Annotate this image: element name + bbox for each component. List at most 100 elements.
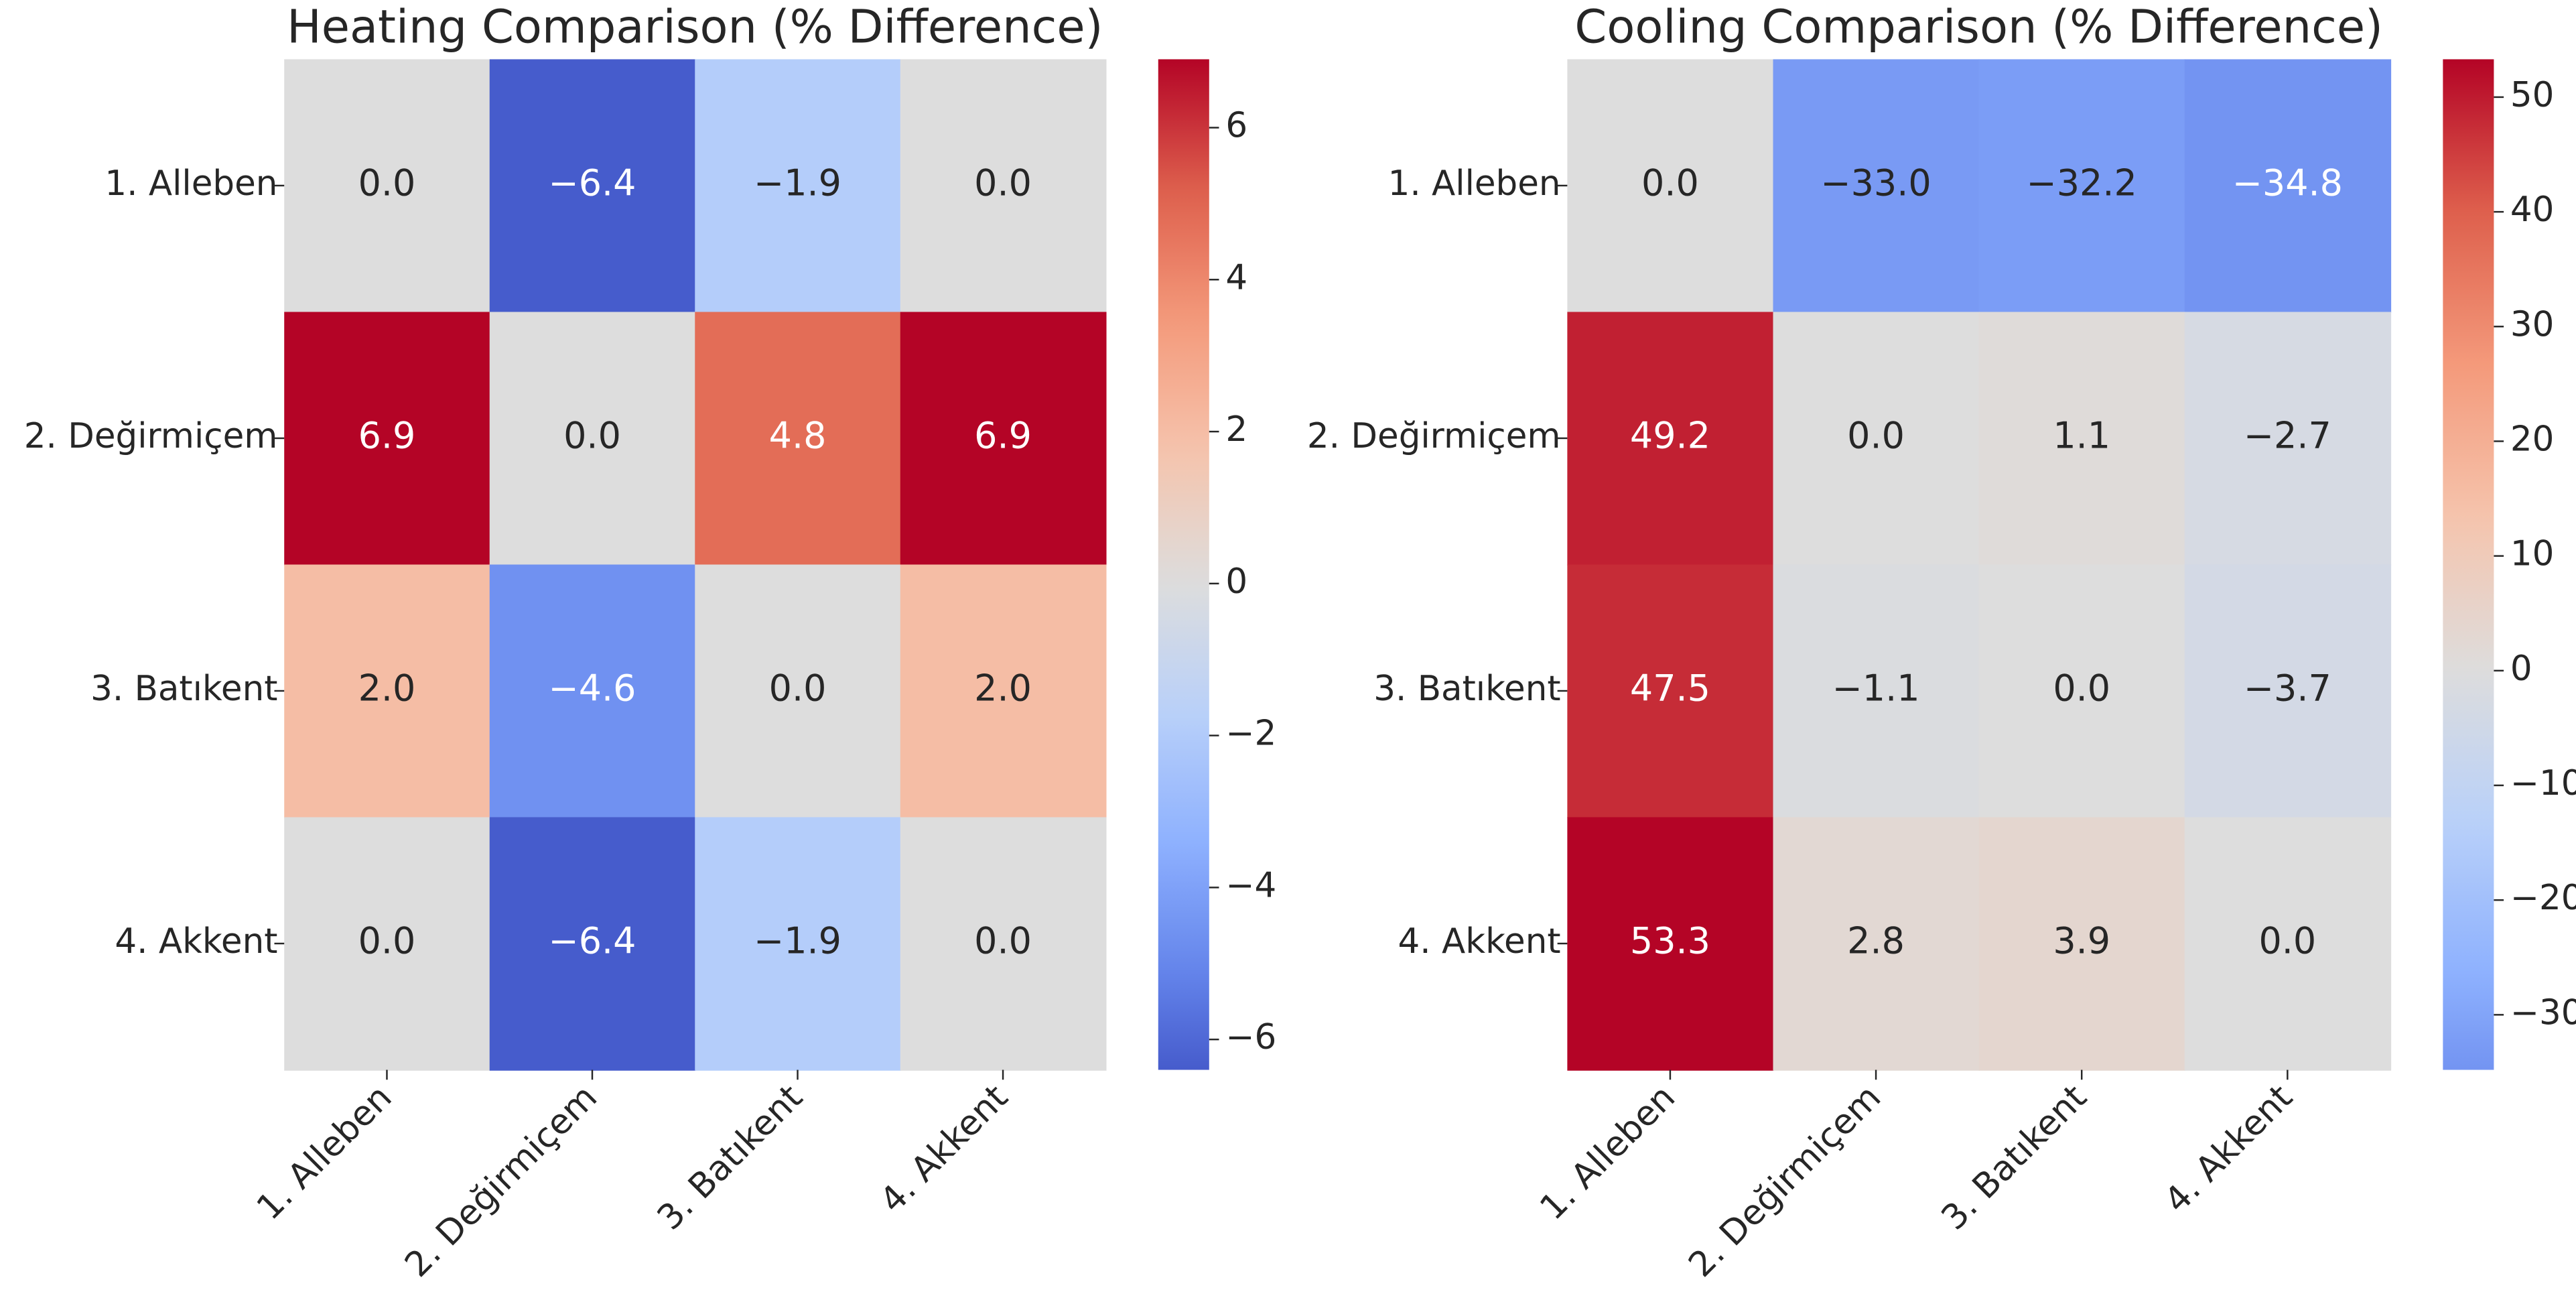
- cell-value-label: −6.4: [549, 920, 636, 962]
- heatmap-cell: [489, 59, 696, 313]
- cell-value-label: 49.2: [1630, 415, 1710, 457]
- cell-value-label: 0.0: [2053, 667, 2110, 710]
- heatmap-cell: [2184, 564, 2392, 818]
- colorbar-tick-label: 50: [2510, 75, 2555, 115]
- heatmap-cell: [284, 59, 490, 313]
- cell-value-label: −34.8: [2232, 162, 2343, 204]
- heatmap-cell: [1773, 817, 1980, 1071]
- x-tick-label: 3. Batıkent: [650, 1078, 811, 1238]
- colorbar-tick-label: 2: [1225, 409, 1247, 450]
- cell-value-label: −1.9: [754, 162, 841, 204]
- x-tick-label: 2. Değirmiçem: [1681, 1078, 1889, 1285]
- heatmap-cell: [900, 817, 1107, 1071]
- cell-value-label: 2.0: [974, 667, 1032, 710]
- y-tick-label: 2. Değirmiçem: [24, 416, 278, 456]
- colorbar-tick-label: 20: [2510, 419, 2555, 459]
- heatmap-cell: [695, 817, 902, 1071]
- x-tick-label: 4. Akkent: [872, 1078, 1016, 1221]
- cell-value-label: 0.0: [358, 920, 416, 962]
- cell-value-label: −1.1: [1832, 667, 1920, 710]
- cell-value-label: 0.0: [358, 162, 416, 204]
- heatmap-cell: [2184, 817, 2392, 1071]
- colorbar-tick-label: 6: [1225, 105, 1247, 145]
- cell-value-label: 0.0: [2258, 920, 2316, 962]
- cell-value-label: −33.0: [1820, 162, 1931, 204]
- heatmap-cell: [1567, 312, 1774, 566]
- x-tick-label: 3. Batıkent: [1934, 1078, 2094, 1238]
- y-tick-label: 3. Batıkent: [90, 669, 277, 709]
- cell-value-label: 0.0: [1847, 415, 1905, 457]
- heatmap-cell: [900, 59, 1107, 313]
- heatmap-cell: [1773, 564, 1980, 818]
- cell-value-label: 6.9: [974, 415, 1032, 457]
- chart-title: Cooling Comparison (% Difference): [1574, 0, 2382, 54]
- heatmap-cell: [489, 817, 696, 1071]
- colorbar-tick-label: 10: [2510, 534, 2555, 574]
- colorbar: [2443, 59, 2494, 1070]
- cell-value-label: 6.9: [358, 415, 416, 457]
- heatmap-cell: [2184, 312, 2392, 566]
- cell-value-label: 4.8: [769, 415, 827, 457]
- heatmap-cell: [1773, 312, 1980, 566]
- heatmap-cell: [900, 564, 1107, 818]
- cell-value-label: −32.2: [2027, 162, 2137, 204]
- colorbar-tick-label: 30: [2510, 304, 2555, 344]
- heatmap-cell: [489, 564, 696, 818]
- heatmap-cell: [1978, 312, 2185, 566]
- colorbar-tick-label: −2: [1225, 714, 1276, 754]
- colorbar: [1158, 59, 1209, 1070]
- x-tick-label: 1. Alleben: [249, 1078, 400, 1228]
- chart-title: Heating Comparison (% Difference): [287, 0, 1103, 54]
- y-tick-label: 1. Alleben: [105, 164, 277, 204]
- heatmap-cell: [284, 564, 490, 818]
- colorbar-tick-label: 40: [2510, 190, 2555, 230]
- heatmap-cell: [1978, 817, 2185, 1071]
- cell-value-label: 47.5: [1630, 667, 1710, 710]
- y-tick-label: 1. Alleben: [1388, 164, 1561, 204]
- x-tick-label: 4. Akkent: [2157, 1078, 2300, 1221]
- cell-value-label: 0.0: [974, 920, 1032, 962]
- colorbar-tick-label: −4: [1225, 865, 1276, 905]
- x-tick-label: 1. Alleben: [1532, 1078, 1683, 1228]
- cell-value-label: −4.6: [549, 667, 636, 710]
- cell-value-label: 2.8: [1847, 920, 1905, 962]
- cell-value-label: 1.1: [2053, 415, 2110, 457]
- colorbar-tick-label: −6: [1225, 1017, 1276, 1057]
- heatmap-cell: [695, 312, 902, 566]
- y-tick-label: 2. Değirmiçem: [1307, 416, 1561, 456]
- cell-value-label: 0.0: [563, 415, 621, 457]
- colorbar-tick-label: −30: [2510, 992, 2576, 1033]
- heatmap-cell: [900, 312, 1107, 566]
- heatmap-cell: [284, 817, 490, 1071]
- colorbar-tick-label: 0: [2510, 649, 2532, 689]
- cell-value-label: 0.0: [769, 667, 827, 710]
- heatmap-cell: [1567, 59, 1774, 313]
- y-tick-label: 3. Batıkent: [1373, 669, 1560, 709]
- heatmap-cell: [489, 312, 696, 566]
- cell-value-label: −1.9: [754, 920, 841, 962]
- cell-value-label: 0.0: [1641, 162, 1699, 204]
- heatmap-cell: [1773, 59, 1980, 313]
- cell-value-label: 3.9: [2053, 920, 2110, 962]
- heatmap-cell: [1978, 564, 2185, 818]
- heatmap-cell: [695, 59, 902, 313]
- colorbar-tick-label: 0: [1225, 562, 1247, 602]
- cell-value-label: −6.4: [549, 162, 636, 204]
- heatmap-cell: [695, 564, 902, 818]
- cell-value-label: −3.7: [2244, 667, 2331, 710]
- heatmap-cell: [1567, 817, 1774, 1071]
- heatmap-cell: [284, 312, 490, 566]
- y-tick-label: 4. Akkent: [115, 921, 277, 962]
- colorbar-tick-label: −10: [2510, 763, 2576, 803]
- cell-value-label: −2.7: [2244, 415, 2331, 457]
- cell-value-label: 53.3: [1630, 920, 1710, 962]
- heatmap-cell: [1567, 564, 1774, 818]
- colorbar-tick-label: 4: [1225, 257, 1247, 298]
- y-tick-label: 4. Akkent: [1398, 921, 1561, 962]
- heatmap-cell: [2184, 59, 2392, 313]
- colorbar-tick-label: −20: [2510, 878, 2576, 918]
- heatmap-cell: [1978, 59, 2185, 313]
- cell-value-label: 2.0: [358, 667, 416, 710]
